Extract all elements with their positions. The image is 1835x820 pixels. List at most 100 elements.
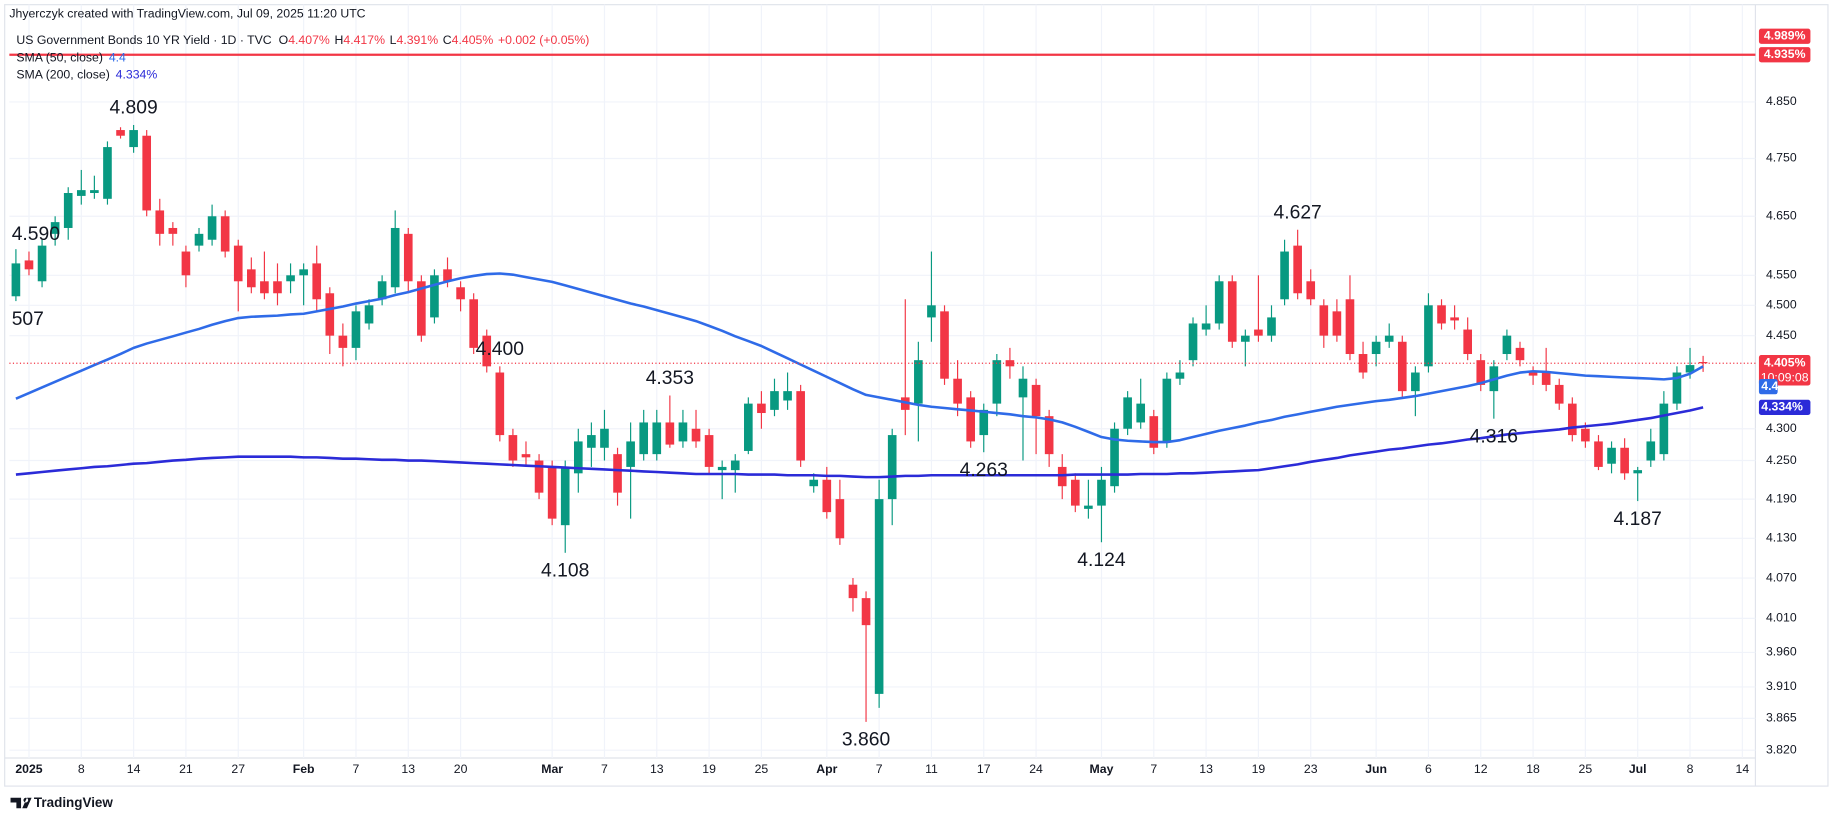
candle-body xyxy=(1241,335,1250,342)
x-tick-label: 11 xyxy=(925,762,938,776)
candle-body xyxy=(351,311,361,348)
change-value: +0.002 (+0.05%) xyxy=(498,33,589,47)
sma-value-label: 4.4 xyxy=(1761,379,1778,393)
candle-body xyxy=(1097,479,1106,506)
candle-body xyxy=(534,460,544,493)
x-tick-label: 13 xyxy=(401,762,415,776)
candle-body xyxy=(1620,447,1629,474)
candle-body xyxy=(1044,416,1054,455)
x-tick-label: Feb xyxy=(293,762,315,776)
candle-body xyxy=(1227,281,1237,342)
y-tick-label: 4.300 xyxy=(1766,421,1797,435)
candle-body xyxy=(233,245,243,282)
candle-body xyxy=(560,466,570,526)
candle-body xyxy=(1306,281,1316,300)
candle-body xyxy=(129,130,138,148)
candle-body xyxy=(1607,447,1616,464)
candle-body xyxy=(1528,372,1538,376)
candle-body xyxy=(247,269,256,288)
candle-body xyxy=(1136,403,1146,423)
x-tick-label: 25 xyxy=(1579,762,1593,776)
legend-value: 4.334% xyxy=(116,68,158,82)
candle-body xyxy=(299,269,308,276)
x-tick-label: 8 xyxy=(1687,762,1694,776)
candle-body xyxy=(1567,403,1577,436)
candle-body xyxy=(1201,323,1211,330)
ohlc-value: 4.417% xyxy=(343,33,385,47)
x-tick-label: 6 xyxy=(1425,762,1432,776)
legend-name: SMA (200, close) xyxy=(16,68,109,82)
candle-body xyxy=(626,441,635,467)
candle-body xyxy=(417,281,426,336)
ohlc-value: 4.405% xyxy=(452,33,494,47)
candle-body xyxy=(1515,347,1525,361)
candle-body xyxy=(1018,378,1028,398)
candle-body xyxy=(861,598,871,626)
candle-body xyxy=(338,335,348,348)
candle-body xyxy=(273,281,282,294)
x-tick-label: 13 xyxy=(650,762,664,776)
candle-body xyxy=(1476,360,1486,385)
candle-body xyxy=(927,305,936,318)
annotation: 3.860 xyxy=(842,730,890,751)
candle-body xyxy=(1698,362,1708,364)
frame xyxy=(4,4,1829,787)
candle-body xyxy=(704,435,714,467)
candle-body xyxy=(1384,335,1394,342)
y-tick-label: 4.500 xyxy=(1766,298,1797,312)
plot xyxy=(9,53,1756,722)
candle-body xyxy=(482,335,492,367)
legend-entry: SMA (200, close) 4.334% xyxy=(16,68,157,82)
candle-body xyxy=(312,263,322,300)
logo-mark xyxy=(10,797,32,809)
symbol-header: US Government Bonds 10 YR Yield · 1D · T… xyxy=(16,33,589,47)
y-tick-label: 4.850 xyxy=(1766,94,1797,108)
candle-body xyxy=(63,193,73,228)
x-tick-label: 19 xyxy=(702,762,716,776)
axis-label: 4.989% xyxy=(1764,29,1806,43)
candle-body xyxy=(24,260,34,270)
annotation: 4.590 xyxy=(12,224,60,245)
footer: TradingView xyxy=(34,795,113,810)
candle-body xyxy=(966,397,975,442)
y-tick-label: 3.820 xyxy=(1766,742,1797,756)
candle-body xyxy=(1594,441,1603,467)
candle-body xyxy=(495,372,505,436)
annotation: 4.108 xyxy=(541,561,589,582)
candle-body xyxy=(874,499,884,694)
candle-body xyxy=(521,454,531,458)
candle-body xyxy=(1358,354,1368,373)
candle-body xyxy=(1659,403,1669,455)
candle-body xyxy=(770,391,779,410)
sma-value-box xyxy=(1758,379,1778,395)
candle-body xyxy=(430,275,439,318)
x-tick-label: 14 xyxy=(1736,762,1750,776)
y-tick-label: 3.910 xyxy=(1766,679,1797,693)
candle-body xyxy=(364,305,374,324)
candle-body xyxy=(547,466,557,519)
candle-body xyxy=(887,435,897,500)
y-tick-label: 4.130 xyxy=(1766,531,1797,545)
candle-body xyxy=(207,216,217,240)
candle-body xyxy=(220,216,230,252)
y-tick-label: 4.750 xyxy=(1766,151,1797,165)
candle-body xyxy=(1672,372,1682,404)
y-tick-label: 3.960 xyxy=(1766,645,1797,659)
candle-body xyxy=(37,245,47,282)
candle-body xyxy=(573,441,583,474)
candle-body xyxy=(390,227,400,288)
sma-value-label: 4.334% xyxy=(1761,400,1803,414)
candle-body xyxy=(103,147,112,199)
annotation: 4.627 xyxy=(1273,202,1321,223)
candle-body xyxy=(11,263,21,297)
price-line-box xyxy=(1758,47,1811,63)
candle-body xyxy=(1554,384,1564,404)
annotation: 4.124 xyxy=(1077,550,1126,571)
candle-body xyxy=(325,293,335,336)
candle-body xyxy=(1411,372,1420,392)
candle-body xyxy=(848,584,858,599)
legend-value: 4.4 xyxy=(109,51,126,65)
price-line-label: 4.935% xyxy=(1764,47,1806,61)
candle-body xyxy=(979,409,989,436)
